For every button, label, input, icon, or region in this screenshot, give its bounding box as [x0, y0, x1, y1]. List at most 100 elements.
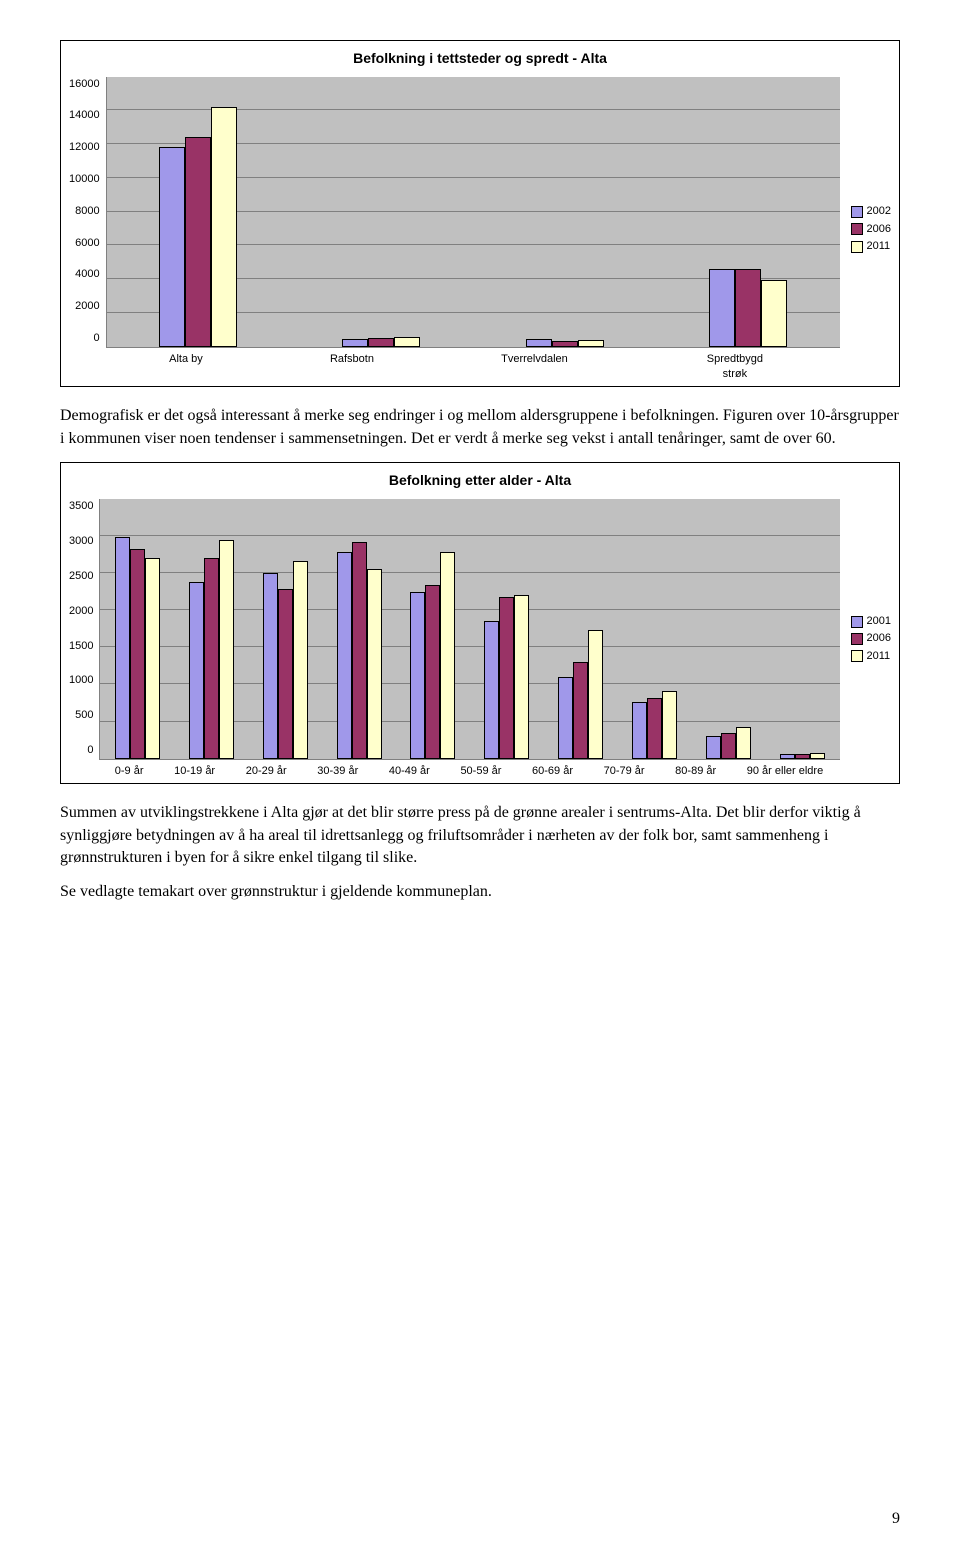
xaxis-label: Alta by	[169, 352, 203, 383]
legend-item: 2006	[851, 631, 891, 646]
legend-item: 2011	[851, 239, 891, 254]
legend-swatch	[851, 616, 863, 628]
yaxis-label: 1500	[69, 639, 93, 654]
xaxis-label: Tverrelvdalen	[501, 352, 568, 383]
bar-group	[115, 537, 160, 758]
yaxis-label: 8000	[69, 204, 100, 219]
chart1-plot-area	[106, 77, 840, 348]
xaxis-label: Spredtbygd strøk	[695, 352, 775, 383]
yaxis-label: 2000	[69, 604, 93, 619]
bar	[278, 589, 293, 758]
bar-group	[159, 107, 237, 347]
yaxis-label: 14000	[69, 108, 100, 123]
bar	[352, 542, 367, 759]
xaxis-label: 10-19 år	[174, 764, 215, 779]
bar	[130, 549, 145, 758]
bar	[367, 569, 382, 759]
bar-group	[558, 630, 603, 759]
yaxis-label: 2500	[69, 569, 93, 584]
chart2-title: Befolkning etter alder - Alta	[69, 471, 891, 491]
bar	[211, 107, 237, 347]
bar-group	[189, 540, 234, 759]
yaxis-label: 2000	[69, 299, 100, 314]
bar-group	[484, 595, 529, 758]
bar-group	[263, 561, 308, 759]
bar	[189, 582, 204, 759]
chart1-figure: 1600014000120001000080006000400020000 Al…	[69, 77, 891, 383]
legend-label: 2011	[867, 239, 891, 254]
yaxis-label: 0	[69, 743, 93, 758]
bar	[263, 573, 278, 759]
bar	[410, 592, 425, 759]
xaxis-label: 30-39 år	[317, 764, 358, 779]
bar	[440, 552, 455, 759]
bar	[499, 597, 514, 759]
bar	[425, 585, 440, 759]
bar	[558, 677, 573, 759]
bar	[795, 754, 810, 759]
chart2-plot-area	[99, 499, 839, 760]
bar	[810, 753, 825, 759]
bar	[709, 269, 735, 347]
legend-swatch	[851, 241, 863, 253]
bar	[632, 702, 647, 759]
xaxis-label: 60-69 år	[532, 764, 573, 779]
xaxis-label: 80-89 år	[675, 764, 716, 779]
yaxis-label: 3000	[69, 534, 93, 549]
yaxis-label: 500	[69, 708, 93, 723]
bar	[588, 630, 603, 759]
legend-label: 2006	[867, 631, 891, 646]
chart2-xaxis: 0-9 år 10-19 år 20-29 år 30-39 år 40-49 år 50…	[99, 764, 838, 779]
bar	[780, 754, 795, 758]
yaxis-label: 1000	[69, 673, 93, 688]
chart2-plot-col: 0-9 år 10-19 år 20-29 år 30-39 år 40-49 år 50…	[99, 499, 838, 779]
yaxis-label: 12000	[69, 140, 100, 155]
xaxis-label: 90 år eller eldre	[747, 764, 823, 779]
bar	[484, 621, 499, 758]
legend-label: 2006	[867, 222, 891, 237]
bar	[573, 662, 588, 759]
bar	[736, 727, 751, 759]
bar	[337, 552, 352, 759]
bar	[219, 540, 234, 759]
yaxis-label: 10000	[69, 172, 100, 187]
bar	[706, 736, 721, 758]
chart2-legend: 2001 2006 2011	[839, 499, 891, 779]
legend-swatch	[851, 633, 863, 645]
bar	[721, 733, 736, 759]
xaxis-label: 0-9 år	[115, 764, 144, 779]
legend-swatch	[851, 206, 863, 218]
paragraph-2: Summen av utviklingstrekkene i Alta gjør…	[60, 802, 900, 869]
chart2-container: Befolkning etter alder - Alta 3500300025…	[60, 462, 900, 784]
bar	[526, 339, 552, 346]
chart1-title: Befolkning i tettsteder og spredt - Alta	[69, 49, 891, 69]
bar	[761, 280, 787, 347]
legend-swatch	[851, 650, 863, 662]
xaxis-label: 40-49 år	[389, 764, 430, 779]
bar-groups	[100, 499, 839, 759]
xaxis-label: 50-59 år	[460, 764, 501, 779]
bar	[514, 595, 529, 758]
bar-group	[706, 727, 751, 759]
chart2-figure: 3500300025002000150010005000 0-9 år10-19…	[69, 499, 891, 779]
bar	[185, 137, 211, 346]
bar	[342, 339, 368, 347]
legend-label: 2011	[867, 649, 891, 664]
yaxis-label: 6000	[69, 236, 100, 251]
bar	[578, 340, 604, 347]
bar	[293, 561, 308, 759]
bar	[145, 558, 160, 759]
paragraph-3: Se vedlagte temakart over grønnstruktur …	[60, 881, 900, 903]
bar	[394, 337, 420, 346]
bar-group	[337, 542, 382, 759]
legend-label: 2001	[867, 614, 891, 629]
chart1-yaxis: 1600014000120001000080006000400020000	[69, 77, 106, 347]
chart2-plot-wrap: 3500300025002000150010005000 0-9 år10-19…	[69, 499, 839, 779]
bar	[735, 269, 761, 347]
xaxis-label: 20-29 år	[246, 764, 287, 779]
legend-item: 2001	[851, 614, 891, 629]
bar-group	[780, 753, 825, 759]
bar-groups	[107, 77, 840, 347]
bar-group	[709, 269, 787, 347]
chart1-container: Befolkning i tettsteder og spredt - Alta…	[60, 40, 900, 387]
